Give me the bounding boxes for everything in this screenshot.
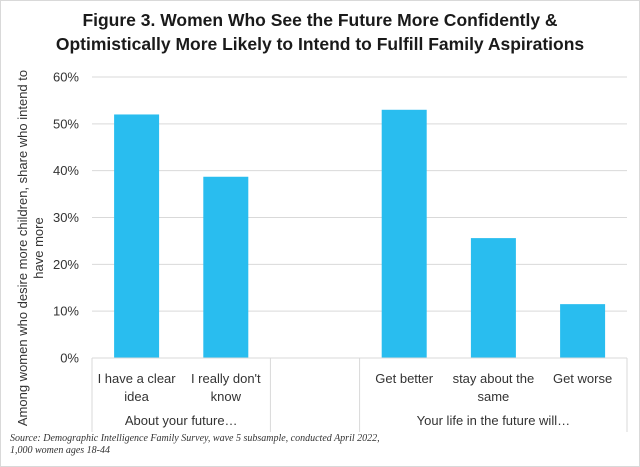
y-axis-label-line-1: Among women who desire more children, sh… [15, 70, 30, 426]
category-label: I really don't [191, 371, 261, 386]
y-tick-label: 50% [53, 116, 79, 131]
y-axis-label-line-2: have more [31, 217, 46, 278]
group-label: Your life in the future will… [417, 413, 570, 428]
bar [203, 176, 249, 358]
category-label: stay about the [453, 371, 535, 386]
chart-title-line-2: Optimistically More Likely to Intend to … [55, 34, 585, 54]
y-tick-label: 30% [53, 210, 79, 225]
chart-title-line-1: Figure 3. Women Who See the Future More … [82, 10, 558, 30]
category-label: idea [124, 389, 149, 404]
category-label: Get better [375, 371, 433, 386]
bar [560, 304, 606, 358]
bar [381, 109, 427, 359]
y-tick-label: 10% [53, 304, 79, 319]
y-tick-label: 0% [60, 351, 79, 366]
bar [114, 114, 160, 358]
category-label: Get worse [553, 371, 612, 386]
category-label: same [478, 389, 510, 404]
y-tick-label: 60% [53, 70, 79, 85]
group-label: About your future… [125, 413, 238, 428]
category-label: I have a clear [98, 371, 177, 386]
y-tick-label: 20% [53, 257, 79, 272]
category-label: know [211, 389, 242, 404]
y-tick-label: 40% [53, 163, 79, 178]
bar [470, 238, 516, 358]
source-note: Source: Demographic Intelligence Family … [10, 433, 380, 456]
